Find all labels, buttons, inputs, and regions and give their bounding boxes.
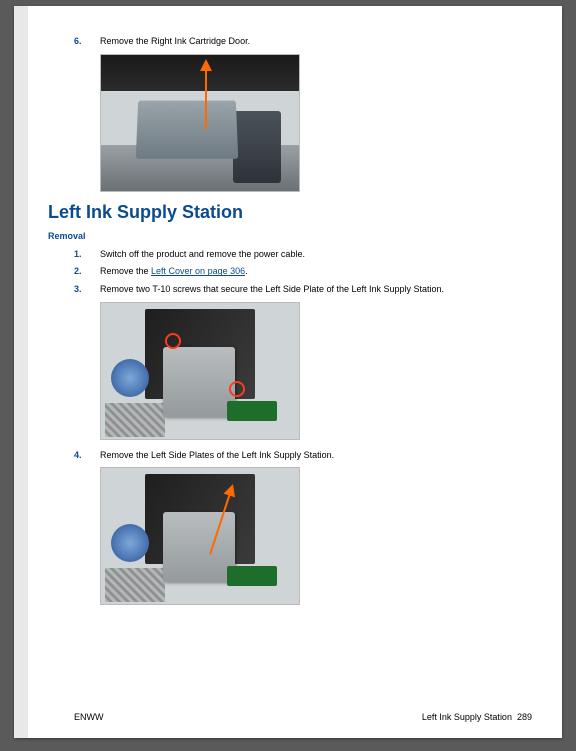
document-page: 6. Remove the Right Ink Cartridge Door. … xyxy=(14,6,562,738)
sub-heading: Removal xyxy=(48,231,532,241)
step-1: 1. Switch off the product and remove the… xyxy=(74,249,532,261)
left-cover-link[interactable]: Left Cover on page 306 xyxy=(151,266,245,276)
step-number: 3. xyxy=(74,284,100,296)
step-3: 3. Remove two T-10 screws that secure th… xyxy=(74,284,532,296)
step-number: 4. xyxy=(74,450,100,462)
step-number: 6. xyxy=(74,36,100,48)
fan-icon xyxy=(111,359,149,397)
footer-right: Left Ink Supply Station 289 xyxy=(422,712,532,722)
figure-side-plates xyxy=(100,467,300,605)
footer-section-label: Left Ink Supply Station xyxy=(422,712,512,722)
page-content: 6. Remove the Right Ink Cartridge Door. … xyxy=(28,6,562,738)
step-text: Remove the Left Cover on page 306. xyxy=(100,266,532,278)
step-text: Remove the Left Side Plates of the Left … xyxy=(100,450,532,462)
step-text: Remove the Right Ink Cartridge Door. xyxy=(100,36,532,48)
step2-suffix: . xyxy=(245,266,248,276)
step-4: 4. Remove the Left Side Plates of the Le… xyxy=(74,450,532,462)
page-footer: ENWW Left Ink Supply Station 289 xyxy=(74,712,532,722)
left-band xyxy=(14,6,28,738)
figure-screws xyxy=(100,302,300,440)
highlight-circle-icon xyxy=(165,333,181,349)
highlight-circle-icon xyxy=(229,381,245,397)
figure-cartridge-door xyxy=(100,54,300,192)
step-2: 2. Remove the Left Cover on page 306. xyxy=(74,266,532,278)
step-number: 2. xyxy=(74,266,100,278)
page-number: 289 xyxy=(517,712,532,722)
step-text: Remove two T-10 screws that secure the L… xyxy=(100,284,532,296)
step-number: 1. xyxy=(74,249,100,261)
step-6: 6. Remove the Right Ink Cartridge Door. xyxy=(74,36,532,48)
fan-icon xyxy=(111,524,149,562)
section-heading: Left Ink Supply Station xyxy=(48,202,532,223)
step-text: Switch off the product and remove the po… xyxy=(100,249,532,261)
arrow-up-icon xyxy=(205,69,207,129)
footer-left: ENWW xyxy=(74,712,104,722)
step2-prefix: Remove the xyxy=(100,266,151,276)
